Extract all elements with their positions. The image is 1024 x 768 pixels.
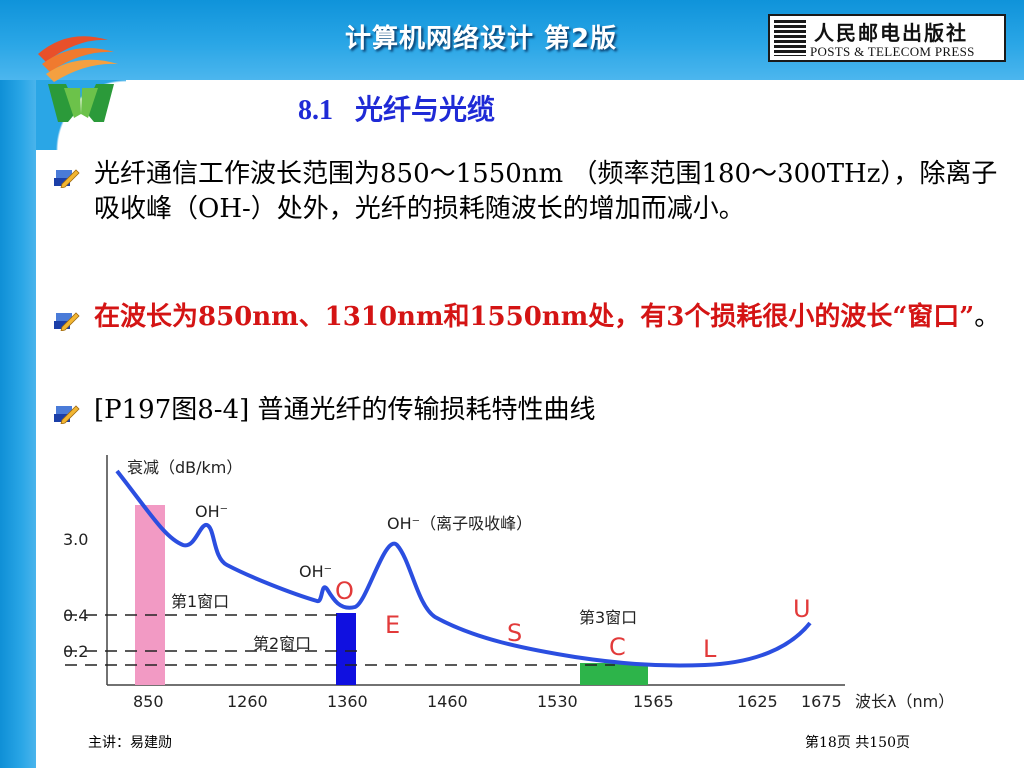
footer-lecturer: 主讲：易建勋	[88, 735, 172, 751]
bullet-item-3: [P197图8-4] 普通光纤的传输损耗特性曲线	[52, 393, 1007, 431]
peak-label-oh-3: OH⁻（离子吸收峰）	[387, 514, 532, 533]
band-letter-c: C	[609, 633, 626, 661]
x-tick-1260: 1260	[227, 692, 268, 711]
book-title: 计算机网络设计 第2版	[345, 24, 618, 54]
y-axis-label: 衰减（dB/km）	[127, 458, 242, 477]
window2-label: 第2窗口	[253, 634, 311, 653]
x-tick-1360: 1360	[327, 692, 368, 711]
section-heading: 光纤与光缆	[355, 93, 496, 126]
x-tick-1460: 1460	[427, 692, 468, 711]
window2-band	[336, 613, 356, 685]
x-tick-1675: 1675	[801, 692, 842, 711]
bullet-text-red: 在波长为850nm、1310nm和1550nm处，有3个损耗很小的波长“窗口”	[94, 302, 975, 332]
y-tick-0-4: 0.4	[63, 606, 88, 625]
attenuation-figure: 衰减（dB/km） 波长λ（nm） 3.0 0.4 0.2 850 1260 1…	[63, 455, 954, 711]
x-tick-850: 850	[133, 692, 164, 711]
peak-label-oh-2: OH⁻	[299, 562, 332, 581]
band-letter-o: O	[335, 577, 354, 605]
publisher-badge: 人民邮电出版社 POSTS & TELECOM PRESS	[768, 14, 1006, 62]
content-area-top	[126, 80, 1024, 150]
bullet-item-2: 在波长为850nm、1310nm和1550nm处，有3个损耗很小的波长“窗口”。	[52, 300, 1007, 374]
attenuation-curve	[115, 469, 812, 668]
window1-label: 第1窗口	[171, 592, 229, 611]
peak-label-oh-1: OH⁻	[195, 502, 228, 521]
section-title: 8.1 光纤与光缆	[298, 88, 658, 132]
publisher-name-cn: 人民邮电出版社	[814, 21, 968, 45]
x-axis-label: 波长λ（nm）	[855, 692, 954, 711]
publisher-stripes-icon	[774, 20, 806, 56]
publisher-logo-icon	[38, 36, 118, 122]
x-tick-1530: 1530	[537, 692, 578, 711]
window1-band	[135, 505, 165, 685]
pencil-bullet-icon	[54, 312, 80, 331]
band-letter-u: U	[793, 595, 811, 623]
band-letter-s: S	[507, 619, 522, 647]
window3-label: 第3窗口	[579, 608, 637, 627]
bullet-item-1: 光纤通信工作波长范围为850～1550nm （频率范围180～300THz），除…	[52, 157, 1007, 265]
pencil-bullet-icon	[54, 169, 80, 188]
band-letter-l: L	[703, 635, 717, 663]
x-tick-1565: 1565	[633, 692, 674, 711]
y-tick-0-2: 0.2	[63, 642, 88, 661]
bullet-text: 光纤通信工作波长范围为850～1550nm （频率范围180～300THz），除…	[94, 159, 998, 224]
left-sidebar-bar	[0, 0, 36, 768]
section-number: 8.1	[298, 95, 333, 126]
pencil-bullet-icon	[54, 405, 80, 424]
footer-page-number: 第18页 共150页	[805, 735, 910, 751]
band-letter-e: E	[385, 611, 400, 639]
bullet-text-tail: 。	[974, 302, 1001, 332]
window3-band	[580, 663, 648, 685]
y-tick-3-0: 3.0	[63, 530, 88, 549]
bullet-text-highlight: 在波长为850nm、1310nm和1550nm处，有3个损耗很小的波长“窗口”。	[94, 300, 1006, 335]
bullet-text: [P197图8-4] 普通光纤的传输损耗特性曲线	[94, 395, 596, 425]
publisher-name-en: POSTS & TELECOM PRESS	[810, 44, 975, 59]
x-tick-1625: 1625	[737, 692, 778, 711]
